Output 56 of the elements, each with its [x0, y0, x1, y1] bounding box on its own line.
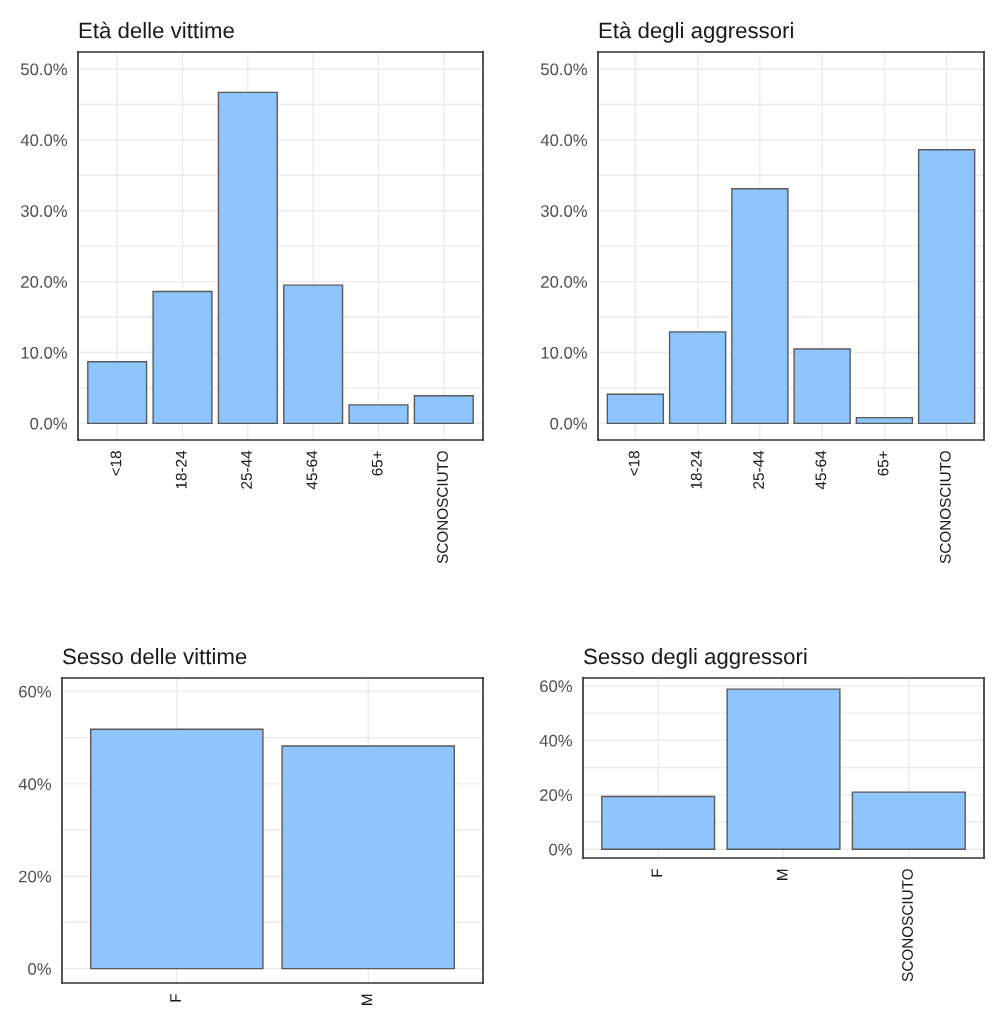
y-tick-label: 20.0% [21, 276, 67, 288]
y-tick-label: 40% [539, 734, 572, 747]
x-tick-label: M [361, 994, 373, 1005]
x-tick-label: M [776, 869, 788, 880]
x-tick-label: 65+ [371, 451, 383, 476]
bar [668, 331, 727, 425]
x-tick-label: 25-44 [241, 450, 252, 489]
bar [601, 795, 716, 850]
bar [87, 360, 148, 425]
x-tick-label: SCONOSCIUTO [437, 451, 448, 564]
y-tick-label: 0.0% [550, 417, 587, 430]
x-tick-label: 45-64 [306, 450, 318, 490]
y-tick-label: 0% [28, 963, 51, 975]
y-tick-label: 60% [540, 680, 572, 693]
bar [731, 188, 789, 425]
bar [348, 404, 409, 425]
x-tick-label: 65+ [877, 451, 889, 476]
bar [793, 348, 851, 425]
y-tick-label: 60% [19, 685, 51, 698]
bar [917, 149, 976, 425]
y-tick-label: 10.0% [541, 346, 587, 359]
y-tick-label: 0.0% [30, 417, 67, 430]
y-tick-label: 20% [540, 789, 572, 802]
bar [851, 791, 966, 850]
y-tick-label: 40% [18, 778, 51, 791]
x-tick-label: SCONOSCIUTO [939, 451, 951, 564]
y-tick-label: 30.0% [540, 205, 587, 217]
bar [726, 688, 841, 850]
y-tick-label: 10.0% [21, 346, 67, 359]
chart-title: Sesso delle vittime [63, 648, 247, 665]
y-tick-label: 20% [19, 870, 51, 883]
y-tick-label: 40.0% [20, 134, 67, 147]
x-tick-label: F [170, 994, 181, 1002]
bar [606, 393, 665, 425]
x-tick-label: 45-64 [815, 450, 827, 490]
chart-title: Età delle vittime [79, 21, 234, 39]
y-tick-label: 50.0% [540, 63, 587, 76]
x-tick-label: 18-24 [175, 450, 187, 489]
x-tick-label: SCONOSCIUTO [902, 869, 913, 982]
x-tick-label: 25-44 [753, 450, 764, 489]
y-tick-label: 30.0% [20, 205, 67, 217]
bar [855, 416, 914, 425]
x-tick-label: <18 [628, 451, 640, 476]
y-tick-label: 0% [549, 843, 572, 856]
y-tick-label: 20.0% [541, 276, 587, 288]
bar [413, 395, 474, 425]
chart-title: Età degli aggressori [599, 21, 793, 43]
chart-title: Sesso degli aggressori [584, 648, 807, 669]
bar [283, 284, 344, 425]
bar [152, 290, 213, 425]
y-tick-label: 40.0% [540, 134, 587, 147]
x-tick-label: F [651, 869, 663, 877]
x-tick-label: 18-24 [690, 450, 702, 489]
x-tick-label: <18 [110, 451, 122, 476]
bar [217, 91, 278, 425]
y-tick-label: 50.0% [20, 63, 67, 76]
